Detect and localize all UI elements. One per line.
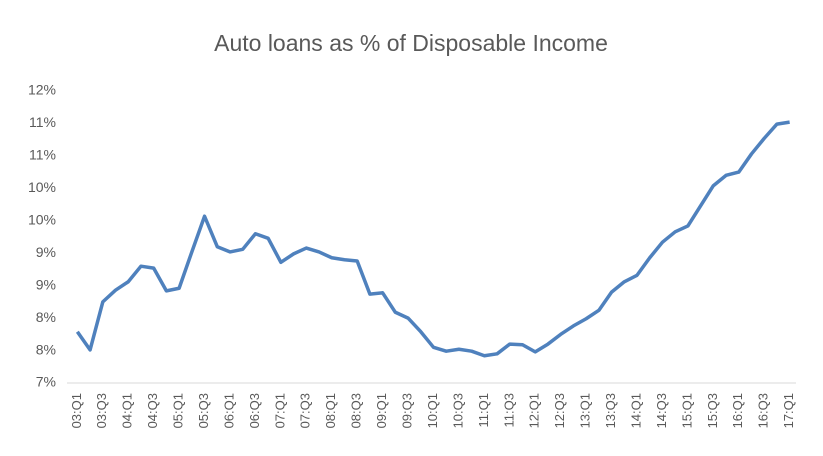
x-tick-label: 06:Q3	[247, 393, 262, 428]
x-tick-label: 17:Q1	[781, 393, 796, 428]
x-tick-label: 07:Q3	[298, 393, 313, 428]
x-tick-label: 11:Q1	[476, 393, 491, 427]
y-tick-label: 9%	[36, 244, 56, 260]
x-tick-label: 16:Q1	[730, 393, 745, 428]
y-tick-label: 9%	[36, 276, 56, 292]
x-tick-label: 09:Q1	[374, 393, 389, 428]
y-tick-label: 8%	[36, 309, 56, 325]
y-tick-label: 12%	[28, 82, 56, 98]
x-tick-label: 09:Q3	[399, 393, 414, 428]
x-tick-label: 11:Q3	[501, 393, 516, 427]
x-tick-label: 12:Q3	[552, 393, 567, 428]
x-tick-label: 15:Q3	[705, 393, 720, 428]
chart-title: Auto loans as % of Disposable Income	[214, 30, 608, 56]
y-tick-label: 10%	[28, 179, 56, 195]
y-tick-label: 11%	[29, 147, 56, 163]
x-tick-label: 08:Q1	[323, 393, 338, 428]
x-tick-label: 13:Q3	[603, 393, 618, 428]
x-tick-label: 05:Q3	[196, 393, 211, 428]
y-tick-label: 7%	[36, 374, 56, 390]
y-tick-label: 8%	[36, 341, 56, 357]
x-tick-label: 14:Q3	[654, 393, 669, 428]
x-tick-label: 12:Q1	[527, 393, 542, 428]
x-tick-label: 03:Q1	[69, 393, 84, 428]
y-tick-label: 11%	[29, 114, 56, 130]
x-tick-label: 03:Q3	[94, 393, 109, 428]
x-tick-label: 07:Q1	[272, 393, 287, 428]
x-tick-label: 10:Q3	[450, 393, 465, 428]
x-tick-label: 13:Q1	[578, 393, 593, 428]
x-tick-label: 04:Q1	[120, 393, 135, 428]
data-line	[75, 120, 790, 358]
x-tick-label: 08:Q3	[349, 393, 364, 428]
x-tick-label: 05:Q1	[171, 393, 186, 428]
x-tick-label: 15:Q1	[679, 393, 694, 428]
x-tick-label: 06:Q1	[221, 393, 236, 428]
x-tick-label: 10:Q1	[425, 393, 440, 428]
x-tick-label: 04:Q3	[145, 393, 160, 428]
x-tick-label: 16:Q3	[756, 393, 771, 428]
y-tick-label: 10%	[28, 211, 56, 227]
x-tick-label: 14:Q1	[628, 393, 643, 428]
